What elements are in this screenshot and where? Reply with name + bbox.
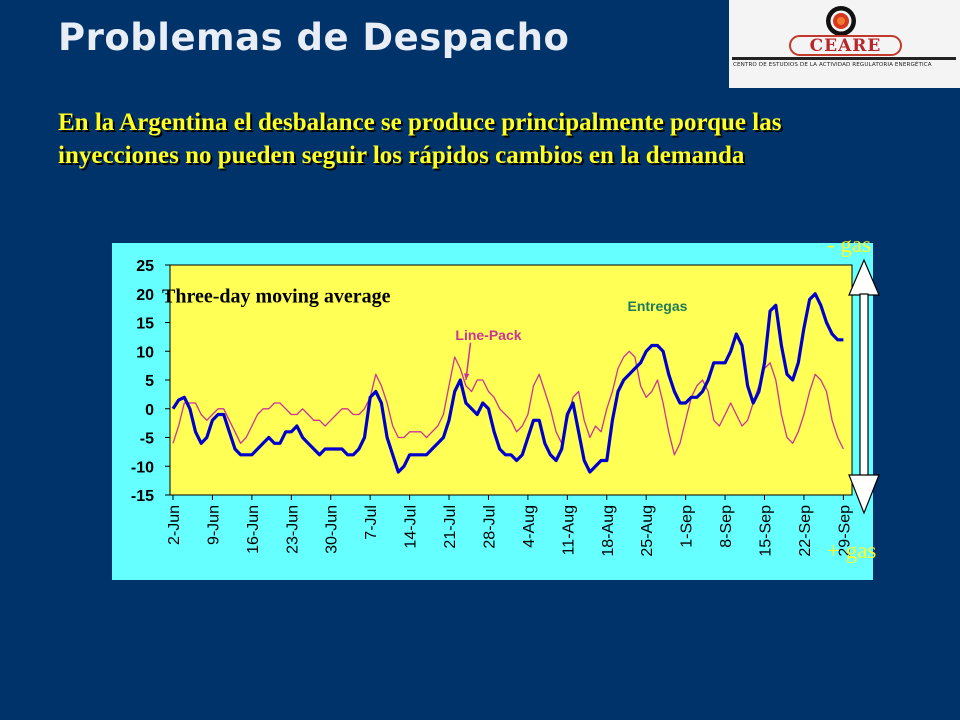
logo-tagline: CENTRO DE ESTUDIOS DE LA ACTIVIDAD REGUL… [733, 62, 932, 68]
x-axis: 2-Jun 9-Jun 16-Jun 23-Jun 30-Jun 7-Jul 14-Jul 2… [166, 495, 853, 557]
gas-arrow-down-icon [848, 474, 880, 515]
x-tick-label: 30-Jun [324, 505, 341, 554]
slide-title: Problemas de Despacho [58, 16, 570, 59]
x-tick-label: 15-Sep [758, 505, 775, 557]
y-axis: 25 20 15 10 5 0 -5 -10 -15 [131, 258, 170, 505]
chart-title: Three-day moving average [162, 285, 391, 307]
y-tick-label: 5 [145, 373, 154, 390]
annotation-label: Entregas [628, 298, 688, 314]
ceare-logo: CEARE CENTRO DE ESTUDIOS DE LA ACTIVIDAD… [729, 0, 960, 88]
gas-arrow-shaft [859, 293, 869, 477]
x-tick-label: 2-Jun [166, 505, 183, 545]
y-tick-label: 15 [136, 316, 154, 333]
gas-direction-arrow [848, 258, 880, 515]
x-tick-label: 29-Sep [836, 505, 853, 557]
y-tick-label: -15 [131, 488, 154, 505]
x-tick-label: 7-Jul [363, 505, 380, 540]
x-tick-label: 4-Aug [521, 505, 538, 548]
logo-name: CEARE [789, 35, 902, 56]
series-line-entregas [171, 292, 844, 474]
plus-gas-label: + gas [827, 538, 877, 563]
y-tick-label: 10 [136, 344, 154, 361]
x-tick-label: 11-Aug [560, 505, 577, 555]
y-tick-label: 20 [136, 287, 154, 304]
x-tick-label: 14-Jul [403, 505, 420, 549]
x-tick-label: 18-Aug [600, 505, 617, 557]
annotation-arrowhead [464, 373, 470, 380]
y-tick-label: 25 [136, 258, 154, 275]
y-tick-label: -10 [131, 459, 154, 476]
annotation-layer: Line-Pack Entregas [455, 298, 688, 381]
x-tick-label: 8-Sep [718, 505, 735, 548]
annotation-label: Line-Pack [455, 327, 521, 343]
x-tick-label: 23-Jun [284, 505, 301, 554]
series-layer [171, 292, 844, 474]
x-tick-label: 16-Jun [245, 505, 262, 554]
slide-subtitle: En la Argentina el desbalance se produce… [58, 109, 782, 169]
ceare-emblem-icon [826, 6, 856, 36]
logo-divider [732, 57, 956, 60]
series-line-line-pack [172, 350, 844, 456]
x-tick-label: 25-Aug [639, 505, 656, 557]
x-tick-label: 1-Sep [679, 505, 696, 548]
minus-gas-label: - gas [827, 232, 872, 257]
y-tick-label: -5 [140, 431, 154, 448]
x-tick-label: 28-Jul [481, 505, 498, 549]
y-tick-label: 0 [145, 402, 154, 419]
x-tick-label: 22-Sep [797, 505, 814, 557]
x-tick-label: 21-Jul [442, 505, 459, 549]
x-tick-label: 9-Jun [205, 505, 222, 545]
